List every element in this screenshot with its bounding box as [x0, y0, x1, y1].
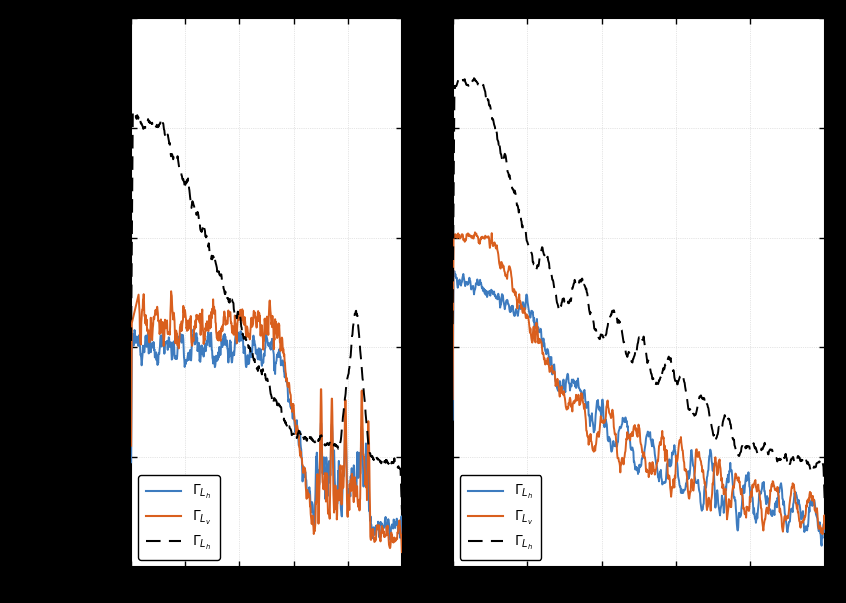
Legend: $\Gamma_{L_h}$, $\Gamma_{L_v}$, $\Gamma_{L_h}$: $\Gamma_{L_h}$, $\Gamma_{L_v}$, $\Gamma_… [138, 475, 220, 560]
Legend: $\Gamma_{L_h}$, $\Gamma_{L_v}$, $\Gamma_{L_h}$: $\Gamma_{L_h}$, $\Gamma_{L_v}$, $\Gamma_… [459, 475, 541, 560]
